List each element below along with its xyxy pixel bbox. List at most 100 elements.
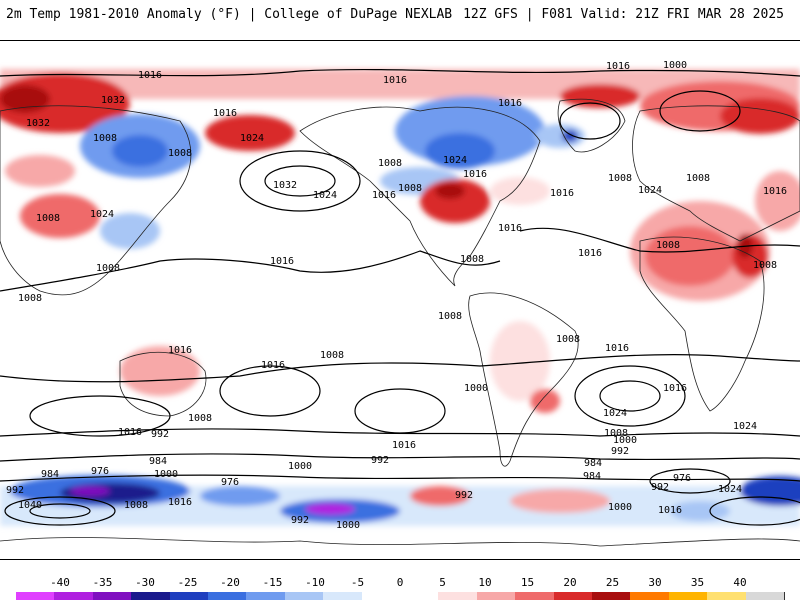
coastline-north-america — [299, 106, 541, 287]
coastline-asia-west — [0, 105, 192, 296]
isobar-label: 1016 — [498, 98, 522, 109]
colorbar-swatch — [208, 592, 248, 600]
colorbar-strip — [16, 592, 785, 600]
isobar-label: 1000 — [154, 469, 178, 480]
colorbar-tick-label: -5 — [350, 576, 365, 589]
isobar-label: 1016 — [213, 108, 237, 119]
colorbar-swatch — [92, 592, 133, 600]
isobar-label: 984 — [149, 456, 167, 467]
isobar-label: 1016 — [118, 427, 142, 438]
colorbar-swatch — [169, 592, 209, 600]
isobar-label: 1008 — [604, 428, 628, 439]
colorbar-tick-label: -30 — [135, 576, 155, 589]
colorbar-tick-label: -25 — [177, 576, 198, 589]
isobar-label: 1024 — [603, 408, 627, 419]
colorbar-tick-label: -10 — [305, 576, 325, 589]
isobar-label: 1024 — [313, 190, 337, 201]
colorbar-swatch — [131, 592, 171, 600]
isobar-label: 1016 — [392, 440, 416, 451]
isobar-label: 992 — [611, 446, 629, 457]
isobar-label: 1000 — [464, 383, 488, 394]
anomaly-map[interactable]: 1016 1024 1016 1000 1016 1032 1008 1016 1016 1008… — [0, 41, 800, 559]
coastline-greenland — [557, 98, 626, 153]
colorbar-tick-label: 20 — [563, 576, 577, 589]
isobar-label: 1016 — [138, 70, 162, 81]
isobar-label: 976 — [91, 466, 109, 477]
isobar-label: 1024 — [443, 155, 467, 166]
isobar-label: 1016 — [658, 505, 682, 516]
isobar-label: 1016 — [168, 345, 192, 356]
colorbar-tick-label: -20 — [220, 576, 240, 589]
isobar-label: 992 — [151, 429, 169, 440]
isobar-label: 1016 — [763, 186, 787, 197]
isobar-label: 1008 — [188, 413, 212, 424]
colorbar-legend: -40 -35 -30 -25 -20 -15 -10 -5 0 5 10 15 20 25 30 35 40 — [0, 566, 800, 600]
isobar-label: 992 — [455, 490, 473, 501]
colorbar-tick-label: 15 — [520, 576, 535, 589]
map-title: 2m Temp 1981-2010 Anomaly (°F) | College… — [6, 7, 453, 22]
isobar-label: 1000 — [288, 461, 312, 472]
isobar-label: 1024 — [433, 41, 457, 44]
isobar-label: 1008 — [656, 240, 680, 251]
isobar-lines — [0, 68, 800, 526]
isobar-label: 976 — [673, 473, 691, 484]
colorbar-swatch — [553, 592, 593, 600]
colorbar-tick-label: 10 — [478, 576, 492, 589]
coastline-eurasia — [632, 105, 800, 242]
isobar-label: 1008 — [556, 334, 580, 345]
isobar-label: 1032 — [273, 180, 297, 191]
isobar-label: 1008 — [378, 158, 402, 169]
isobar-label: 1000 — [613, 435, 637, 446]
colorbar-swatch — [515, 592, 555, 600]
isobar-label: 1008 — [753, 260, 777, 271]
colorbar-swatch — [745, 592, 785, 600]
header-bar: 2m Temp 1981-2010 Anomaly (°F) | College… — [0, 0, 800, 30]
isobar-label: 1032 — [26, 118, 50, 129]
colorbar-swatch — [707, 592, 747, 600]
isobar-label: 976 — [221, 477, 239, 488]
isobar-label: 992 — [6, 485, 24, 496]
isobar-label: 992 — [651, 482, 669, 493]
colorbar-swatch — [668, 592, 709, 600]
isobar-label: 1016 — [270, 256, 294, 267]
isobar-label: 992 — [291, 515, 309, 526]
isobar-label: 1000 — [663, 60, 687, 71]
coastline-australia — [119, 351, 207, 417]
isobar-label: 1008 — [93, 133, 117, 144]
isobar-label: 1000 — [608, 502, 632, 513]
colorbar-swatch — [54, 592, 94, 600]
isobar-label: 1008 — [686, 173, 710, 184]
isobar-label: 1016 — [605, 343, 629, 354]
isobar-label: 1024 — [638, 185, 662, 196]
isobar-label: 1008 — [320, 350, 344, 361]
colorbar-tick-label: 25 — [605, 576, 620, 589]
isobar-label: 1016 — [372, 190, 396, 201]
colorbar-tick-label: 5 — [439, 576, 446, 589]
isobar-label: 984 — [41, 469, 59, 480]
colorbar-tick-label: 30 — [648, 576, 662, 589]
colorbar-swatch — [246, 592, 286, 600]
isobar-label: 1008 — [168, 148, 192, 159]
colorbar-tick-label: 0 — [396, 576, 404, 589]
isobar-label: 1032 — [101, 95, 125, 106]
isobar-label: 1040 — [18, 500, 42, 511]
colorbar-swatch — [16, 592, 56, 600]
isobar-label: 1016 — [550, 188, 574, 199]
colorbar-swatch — [476, 592, 517, 600]
isobar-label: 1016 — [383, 75, 407, 86]
colorbar-swatch — [400, 592, 440, 600]
colorbar-swatch — [592, 592, 632, 600]
colorbar-tick-label: -35 — [92, 576, 113, 589]
isobar-label: 1008 — [608, 173, 632, 184]
isobar-label: 1024 — [733, 421, 757, 432]
colorbar-swatch — [323, 592, 363, 600]
isobar-labels: 1016 1024 1016 1000 1016 1032 1008 1016 1016 1008… — [6, 41, 787, 531]
isobar-label: 1000 — [336, 520, 360, 531]
isobar-label: 1008 — [460, 254, 484, 265]
model-run-label: 12Z GFS | F081 Valid: 21Z FRI MAR 28 202… — [463, 7, 784, 22]
isobar-label: 1016 — [498, 223, 522, 234]
isobar-label: 1008 — [18, 293, 42, 304]
isobar-label: 1008 — [124, 500, 148, 511]
isobar-label: 1016 — [261, 360, 285, 371]
map-panel[interactable]: 1016 1024 1016 1000 1016 1032 1008 1016 1016 1008… — [0, 40, 800, 560]
